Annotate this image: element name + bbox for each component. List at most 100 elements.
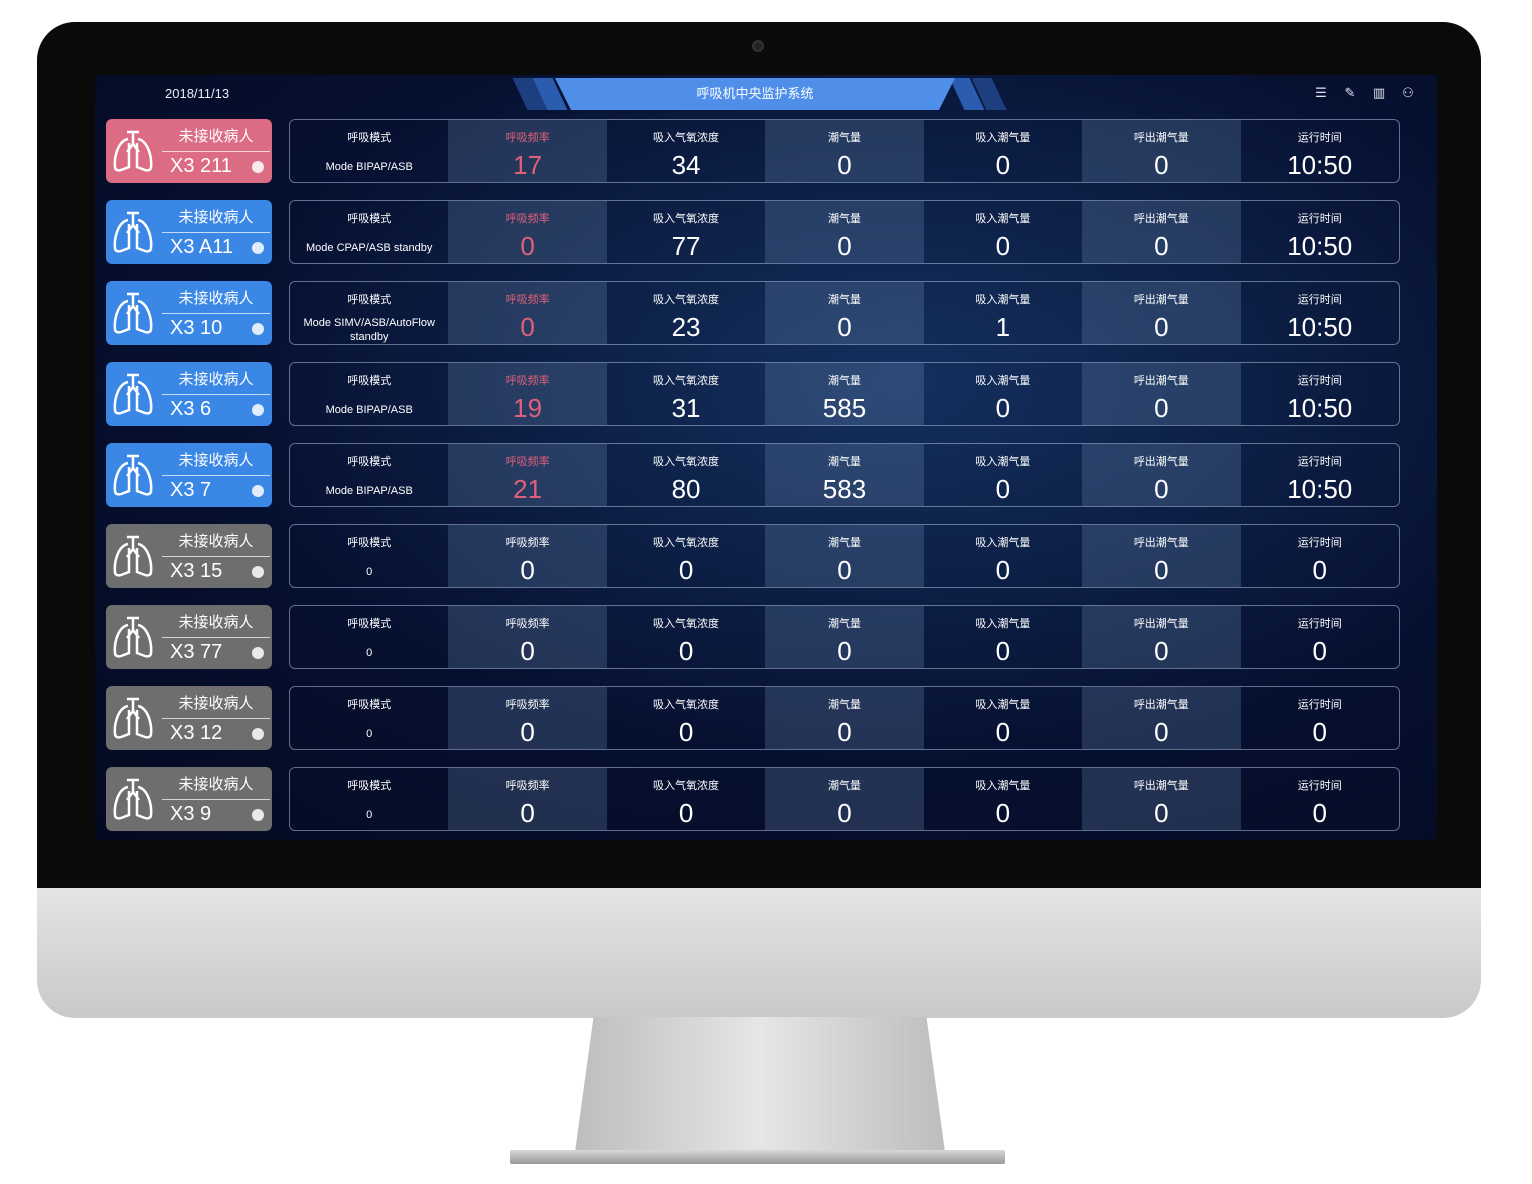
cell-label: 呼吸频率 [505, 699, 550, 711]
cell-label: 潮气量 [827, 618, 861, 630]
metric-value: 0 [837, 312, 852, 342]
cell-label: 呼吸模式 [347, 456, 392, 468]
metric-value: 10:50 [1287, 393, 1353, 423]
patient-status: 未接收病人 [162, 206, 270, 233]
ventilator-row: 未接收病人 X3 77 呼吸模式 0 呼吸频率 0 吸入气氧浓度 0 潮气量 0 吸入潮气量 0 呼… [106, 605, 1400, 669]
metric-value: 0 [837, 231, 852, 261]
date: 2018/11/13 [165, 86, 230, 101]
cell-label: 吸入潮气量 [975, 294, 1031, 306]
patient-status: 未接收病人 [162, 692, 270, 719]
metric-value: 0 [1312, 555, 1327, 585]
metrics-table: 呼吸模式 Mode SIMV/ASB/AutoFlow standby 呼吸频率 0 吸… [289, 281, 1400, 345]
cell-label: 呼吸频率 [505, 537, 550, 549]
patient-status: 未接收病人 [162, 530, 270, 557]
cell-label: 潮气量 [827, 537, 861, 549]
metric-cell: 呼吸模式 0 [290, 525, 448, 587]
cell-label: 呼吸频率 [505, 132, 550, 144]
cell-label: 呼吸频率 [505, 213, 550, 225]
metric-value: 0 [520, 636, 535, 666]
metric-cell: 呼吸频率 0 [448, 606, 607, 668]
edit-icon[interactable] [252, 728, 264, 740]
cell-label: 吸入气氧浓度 [653, 456, 720, 468]
edit-icon[interactable] [252, 161, 264, 173]
patient-card[interactable]: 未接收病人 X3 12 [106, 686, 272, 750]
cell-label: 运行时间 [1297, 699, 1342, 711]
edit-icon[interactable] [252, 242, 264, 254]
metric-value: 34 [671, 150, 701, 180]
layout-icon[interactable]: ▥ [1372, 85, 1386, 100]
metric-value: 10:50 [1287, 231, 1353, 261]
metric-value: 0 [995, 555, 1011, 585]
metric-value: 10:50 [1287, 312, 1353, 342]
edit-icon[interactable]: ✎ [1344, 85, 1356, 100]
metric-value: 0 [837, 798, 852, 828]
ventilator-row: 未接收病人 X3 6 呼吸模式 Mode BIPAP/ASB 呼吸频率 19 吸入气氧浓… [106, 362, 1400, 426]
cell-label: 运行时间 [1297, 213, 1342, 225]
ventilator-row: 未接收病人 X3 15 呼吸模式 0 呼吸频率 0 吸入气氧浓度 0 潮气量 0 吸入潮气量 0 呼… [106, 524, 1400, 588]
metric-cell: 运行时间 0 [1241, 606, 1399, 668]
metric-value: 10:50 [1287, 474, 1353, 504]
mode-value: 0 [366, 728, 373, 740]
patient-card[interactable]: 未接收病人 X3 7 [106, 443, 272, 507]
cell-label: 吸入气氧浓度 [653, 294, 720, 306]
metric-value: 77 [671, 231, 701, 261]
metric-value: 31 [671, 393, 701, 423]
cell-label: 呼吸频率 [505, 375, 550, 387]
patient-card[interactable]: 未接收病人 X3 9 [106, 767, 272, 831]
user-icon[interactable]: ⚇ [1402, 85, 1414, 100]
cell-label: 吸入潮气量 [975, 618, 1031, 630]
metric-cell: 运行时间 10:50 [1241, 201, 1399, 263]
metrics-table: 呼吸模式 Mode BIPAP/ASB 呼吸频率 21 吸入气氧浓度 80 潮气量 583 吸入… [289, 443, 1400, 507]
metric-cell: 呼出潮气量 0 [1082, 687, 1241, 749]
edit-icon[interactable] [252, 323, 264, 335]
metric-value: 80 [671, 474, 701, 504]
patient-status: 未接收病人 [162, 449, 270, 476]
patient-card[interactable]: 未接收病人 X3 15 [106, 524, 272, 588]
monitor-stand [575, 1017, 945, 1152]
patient-card[interactable]: 未接收病人 X3 A11 [106, 200, 272, 264]
metric-cell: 吸入潮气量 0 [924, 768, 1082, 830]
metric-value: 0 [520, 312, 535, 342]
patient-card[interactable]: 未接收病人 X3 10 [106, 281, 272, 345]
cell-label: 呼出潮气量 [1133, 699, 1189, 711]
metric-value: 583 [822, 474, 867, 504]
bed-number: X3 15 [170, 560, 223, 582]
edit-icon[interactable] [252, 485, 264, 497]
metric-cell: 潮气量 0 [765, 687, 924, 749]
patient-card[interactable]: 未接收病人 X3 6 [106, 362, 272, 426]
metric-value: 0 [837, 150, 852, 180]
lungs-icon [112, 615, 154, 659]
cell-label: 吸入潮气量 [975, 132, 1031, 144]
metric-cell: 潮气量 0 [765, 201, 924, 263]
metric-value: 0 [1154, 150, 1169, 180]
cell-label: 吸入气氧浓度 [653, 132, 720, 144]
metric-value: 21 [513, 474, 543, 504]
metric-cell: 呼吸模式 Mode SIMV/ASB/AutoFlow standby [290, 282, 448, 344]
cell-label: 吸入气氧浓度 [653, 618, 720, 630]
monitor-chin [37, 888, 1481, 1018]
metric-value: 0 [520, 717, 535, 747]
lungs-icon [112, 129, 154, 173]
edit-icon[interactable] [252, 809, 264, 821]
patient-card[interactable]: 未接收病人 X3 211 [106, 119, 272, 183]
metrics-table: 呼吸模式 Mode CPAP/ASB standby 呼吸频率 0 吸入气氧浓度 77 潮气… [289, 200, 1400, 264]
cell-label: 呼出潮气量 [1133, 132, 1189, 144]
patient-card[interactable]: 未接收病人 X3 77 [106, 605, 272, 669]
edit-icon[interactable] [252, 404, 264, 416]
list-icon[interactable]: ☰ [1315, 85, 1327, 100]
metric-value: 0 [520, 231, 535, 261]
cell-label: 吸入潮气量 [975, 213, 1031, 225]
cell-label: 呼吸模式 [347, 294, 392, 306]
metric-value: 0 [837, 717, 852, 747]
bed-number: X3 77 [170, 641, 223, 663]
metric-value: 0 [520, 555, 535, 585]
metric-cell: 呼吸模式 Mode BIPAP/ASB [290, 363, 448, 425]
metric-cell: 呼吸模式 Mode BIPAP/ASB [290, 120, 448, 182]
metric-cell: 呼吸频率 0 [448, 525, 607, 587]
metric-cell: 呼吸模式 0 [290, 606, 448, 668]
edit-icon[interactable] [252, 647, 264, 659]
metric-cell: 呼出潮气量 0 [1082, 768, 1241, 830]
cell-label: 运行时间 [1297, 132, 1342, 144]
edit-icon[interactable] [252, 566, 264, 578]
metric-value: 0 [678, 555, 694, 585]
